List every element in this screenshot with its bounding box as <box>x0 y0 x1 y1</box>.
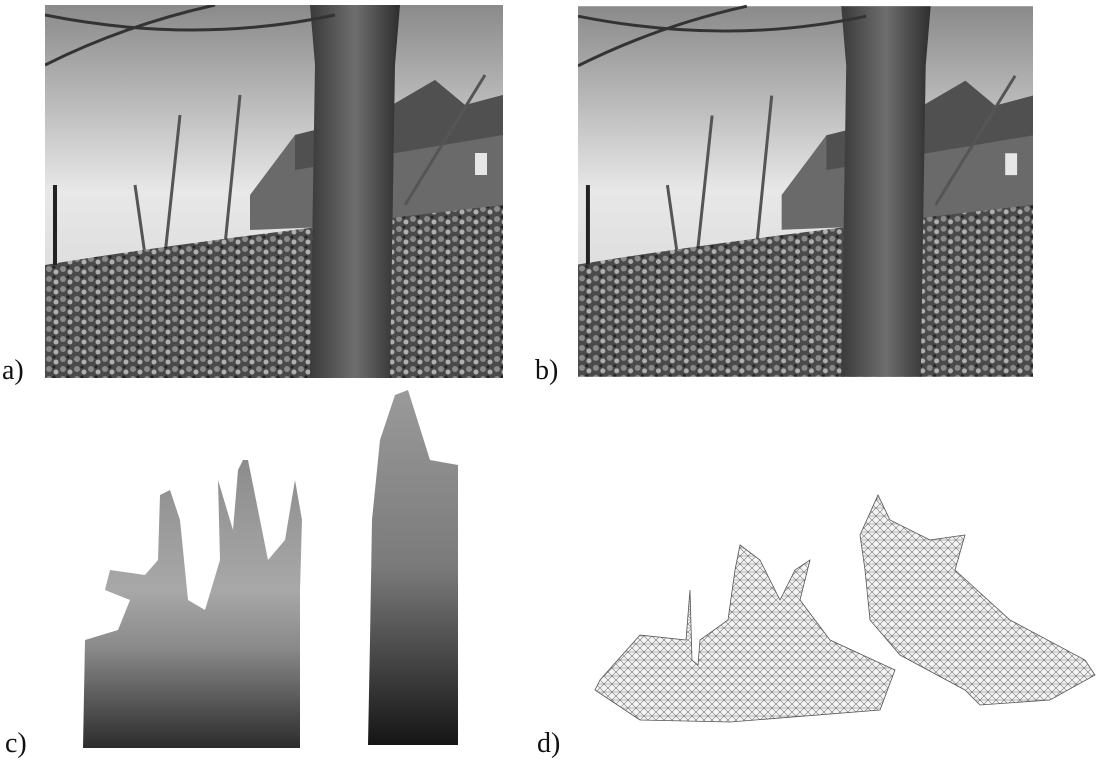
panel-label: c) <box>5 728 27 759</box>
image-left <box>45 5 503 378</box>
panel-label: b) <box>535 355 558 386</box>
panel-label: d) <box>537 728 560 759</box>
surface-mesh <box>594 494 1096 723</box>
depth-map <box>83 390 458 748</box>
image-right <box>578 5 1033 378</box>
panel-label: a) <box>2 355 24 386</box>
